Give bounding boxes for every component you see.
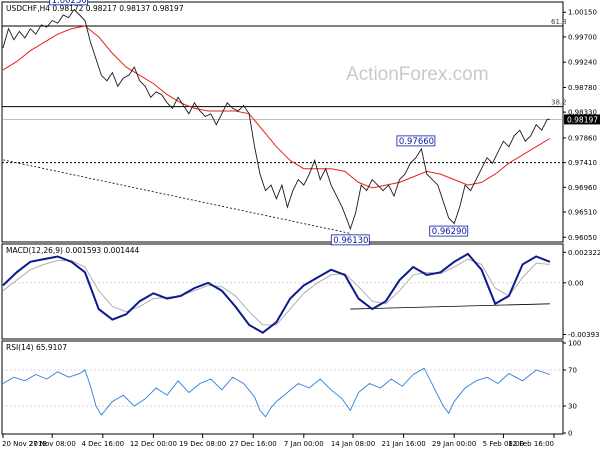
price-ytick-label: 0.96960 xyxy=(568,184,597,192)
rsi-ytick-label: 70 xyxy=(568,367,577,375)
price-ytick-label: 0.97860 xyxy=(568,134,597,142)
moving-average-line xyxy=(2,25,551,189)
rsi-ytick-label: 100 xyxy=(568,340,581,348)
x-tick-label: 20 Nov 2019 xyxy=(2,440,47,448)
level-label: 61.8 xyxy=(551,18,567,26)
price-ytick-label: 0.98330 xyxy=(568,109,597,117)
macd-trend-line xyxy=(350,303,550,310)
x-tick-label: 19 Dec 08:00 xyxy=(179,440,226,448)
rsi-line xyxy=(2,367,551,418)
macd-panel-title: MACD(12,26,9) 0.001593 0.001444 xyxy=(6,246,140,255)
rsi-plot: 100 70 30 0 xyxy=(2,340,581,438)
rsi-panel-frame xyxy=(1,340,564,435)
rsi-ytick-label: 0 xyxy=(568,430,572,438)
x-tick-label: 5 Feb 08:00 xyxy=(483,440,524,448)
x-tick-label: 21 Jan 16:00 xyxy=(381,440,425,448)
rsi-ytick-label: 30 xyxy=(568,403,577,411)
price-ytick-label: 0.97410 xyxy=(568,159,597,167)
price-plot: 61.8 38.2 1.00230 0.97660 0.96130 0.96290 1.00… xyxy=(2,0,600,246)
x-tick-label: 27 Nov 08:00 xyxy=(29,440,76,448)
watermark: ActionForex.com xyxy=(346,64,489,85)
price-annotation-box xyxy=(429,225,469,237)
price-annotation-box xyxy=(396,135,436,147)
price-annotation: 0.96290 xyxy=(432,227,467,237)
price-ytick-label: 1.00150 xyxy=(568,9,597,17)
macd-plot: 0.002322 0.00 -0.003932 xyxy=(2,249,600,339)
price-annotation: 0.96130 xyxy=(333,236,368,246)
macd-panel-frame xyxy=(1,243,564,340)
price-ytick-label: 0.99700 xyxy=(568,33,597,41)
rsi-panel-title: RSI(14) 65.9107 xyxy=(6,343,67,352)
price-annotation: 1.00230 xyxy=(52,0,87,6)
macd-signal-line xyxy=(2,258,550,326)
price-ytick-label: 0.98780 xyxy=(568,84,597,92)
price-annotation-box xyxy=(49,0,89,6)
price-line xyxy=(2,8,550,231)
current-price-tag-bg xyxy=(564,114,600,125)
x-tick-label: 12 Dec 00:00 xyxy=(130,440,177,448)
x-tick-label: 12 Feb 16:00 xyxy=(508,440,554,448)
macd-ytick-label: -0.003932 xyxy=(568,331,600,339)
macd-line xyxy=(2,252,551,334)
x-tick-label: 29 Jan 00:00 xyxy=(432,440,476,448)
macd-ytick-label: 0.002322 xyxy=(568,249,600,257)
x-tick-label: 7 Jan 00:00 xyxy=(284,440,324,448)
macd-ytick-label: 0.00 xyxy=(568,279,584,287)
x-tick-label: 4 Dec 16:00 xyxy=(81,440,124,448)
price-ytick-label: 0.99240 xyxy=(568,59,597,67)
x-tick-label: 14 Jan 08:00 xyxy=(331,440,375,448)
level-label: 38.2 xyxy=(551,99,567,107)
price-annotation-box xyxy=(330,234,370,246)
price-ytick-label: 0.96510 xyxy=(568,209,597,217)
price-panel-frame xyxy=(1,1,564,243)
price-ytick-label: 0.96050 xyxy=(568,234,597,242)
price-panel-title: USDCHF,H4 0.98172 0.98217 0.98137 0.9819… xyxy=(6,4,184,13)
x-tick-label: 27 Dec 16:00 xyxy=(230,440,277,448)
current-price-tag: 0.98197 xyxy=(567,115,598,124)
price-annotation: 0.97660 xyxy=(399,137,434,147)
trend-line xyxy=(2,159,351,234)
